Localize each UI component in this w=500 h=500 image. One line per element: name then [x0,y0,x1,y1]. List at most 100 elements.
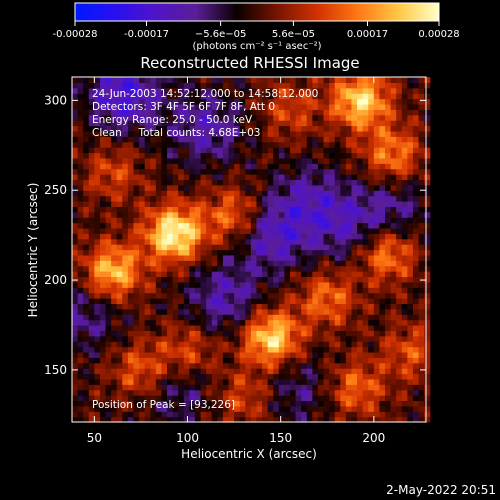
heatmap-cell [72,411,79,418]
heatmap-cell [133,298,140,305]
heatmap-cell [396,238,403,245]
heatmap-cell [256,287,263,294]
heatmap-cell [362,319,369,326]
heatmap-cell [373,378,381,385]
heatmap-cell [144,314,151,321]
heatmap-cell [77,319,84,326]
heatmap-cell [245,254,252,261]
heatmap-cell [334,330,341,337]
heatmap-cell [267,211,274,218]
heatmap-cell [194,136,202,143]
heatmap-cell [368,168,375,175]
heatmap-cell [295,222,302,229]
heatmap-cell [189,330,196,337]
heatmap-cell [373,98,381,105]
heatmap-cell [105,103,112,110]
heatmap-cell [200,168,207,175]
heatmap-cell [127,281,135,288]
heatmap-cell [139,330,146,337]
heatmap-cell [245,157,252,164]
heatmap-cell [88,373,95,380]
heatmap-cell [200,260,207,267]
heatmap-cell [340,389,347,396]
heatmap-cell [194,244,202,251]
heatmap-cell [228,411,235,418]
heatmap-cell [334,82,341,89]
heatmap-cell [217,227,224,234]
heatmap-cell [150,152,157,159]
heatmap-cell [256,335,263,342]
heatmap-cell [122,233,129,240]
heatmap-cell [161,136,168,143]
heatmap-cell [217,168,224,175]
heatmap-cell [306,152,313,159]
heatmap-cell [183,249,190,256]
heatmap-cell [407,109,414,116]
heatmap-cell [317,103,325,110]
heatmap-cell [256,82,263,89]
heatmap-cell [329,357,336,364]
heatmap-cell [278,174,285,181]
heatmap-cell [256,378,263,385]
heatmap-cell [206,238,213,245]
heatmap-cell [222,330,230,337]
heatmap-cell [396,211,403,218]
heatmap-cell [424,120,431,127]
heatmap-cell [105,292,112,299]
heatmap-cell [150,168,157,175]
heatmap-cell [256,93,263,100]
heatmap-cell [345,271,353,278]
heatmap-cell [390,93,397,100]
heatmap-cell [323,287,330,294]
heatmap-cell [194,217,202,224]
heatmap-cell [345,77,353,83]
heatmap-cell [390,357,397,364]
heatmap-cell [379,238,386,245]
heatmap-cell [267,227,274,234]
heatmap-cell [401,141,408,148]
heatmap-cell [150,77,157,83]
heatmap-cell [222,174,230,181]
heatmap-cell [155,141,163,148]
heatmap-cell [105,281,112,288]
heatmap-cell [334,395,341,402]
heatmap-cell [150,98,157,105]
heatmap-cell [351,163,358,170]
heatmap-cell [284,276,291,283]
heatmap-cell [83,287,90,294]
heatmap-cell [222,227,230,234]
heatmap-cell [99,368,107,375]
heatmap-cell [323,93,330,100]
heatmap-cell [312,130,319,137]
y-tick-label: 300 [44,93,67,107]
heatmap-cell [312,324,319,331]
heatmap-cell [245,281,252,288]
heatmap-cell [362,211,369,218]
heatmap-cell [122,238,129,245]
heatmap-cell [105,227,112,234]
heatmap-cell [256,395,263,402]
heatmap-cell [167,362,174,369]
heatmap-cell [284,233,291,240]
heatmap-cell [122,206,129,213]
heatmap-cell [228,357,235,364]
heatmap-cell [267,384,274,391]
heatmap-cell [133,319,140,326]
heatmap-cell [133,195,140,202]
heatmap-cell [94,281,101,288]
heatmap-cell [127,265,135,272]
heatmap-cell [357,125,364,132]
heatmap-cell [245,351,252,358]
heatmap-cell [278,233,285,240]
heatmap-cell [217,368,224,375]
heatmap-cell [256,303,263,310]
heatmap-cell [301,411,308,418]
heatmap-cell [312,276,319,283]
heatmap-cell [88,378,95,385]
heatmap-cell [390,195,397,202]
heatmap-cell [167,120,174,127]
heatmap-cell [222,206,230,213]
heatmap-cell [345,389,353,396]
heatmap-cell [284,244,291,251]
heatmap-cell [172,206,179,213]
